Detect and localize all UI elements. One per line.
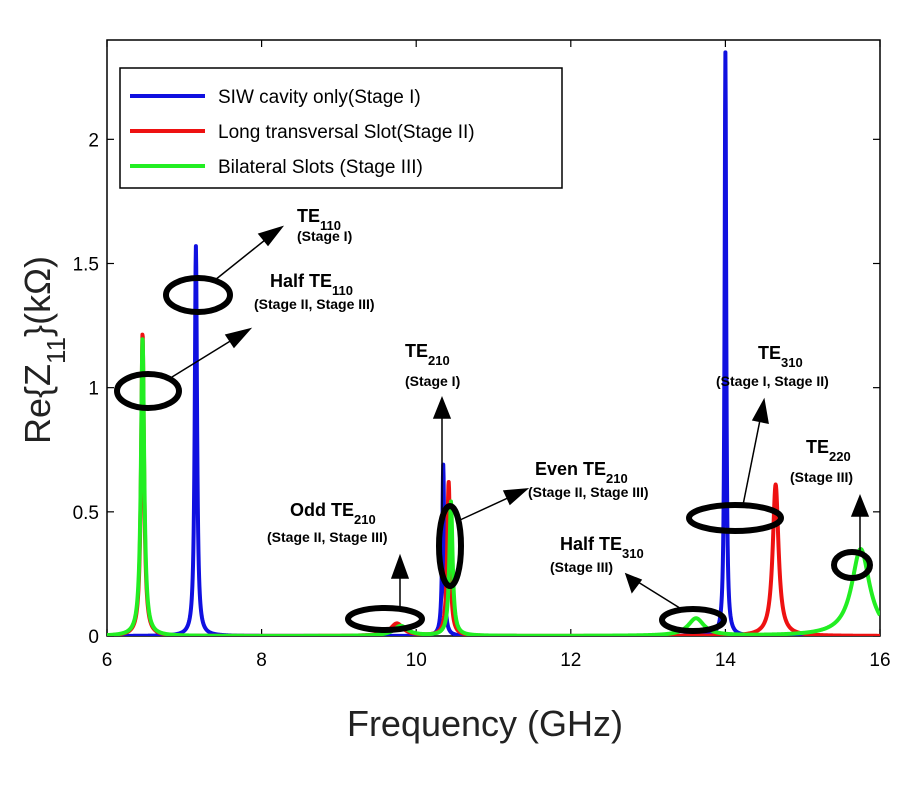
label-odd-te210-stage: (Stage II, Stage III) (267, 529, 388, 545)
ellipse-te310 (686, 502, 784, 534)
label-half-te110-stage: (Stage II, Stage III) (254, 296, 375, 312)
annotation-arrows (171, 225, 870, 611)
ellipse-odd-te210 (345, 605, 425, 633)
label-te210-stage: (Stage I) (405, 373, 460, 389)
x-tick-label: 6 (102, 650, 113, 671)
x-tick-label: 10 (406, 650, 427, 671)
arrow-te210 (432, 395, 452, 525)
label-te220: TE220 (806, 437, 851, 464)
label-half-te310-stage: (Stage III) (550, 559, 613, 575)
y-tick-label: 1.5 (73, 255, 99, 276)
x-tick-label: 8 (256, 650, 267, 671)
label-te310-stage: (Stage I, Stage II) (716, 373, 829, 389)
label-odd-te210: Odd TE210 (290, 500, 376, 527)
y-tick-label: 2 (88, 130, 99, 151)
label-te210: TE210 (405, 341, 450, 368)
arrow-even-te210 (459, 488, 530, 521)
y-axis-title: Re{Z11}(kΩ) (17, 256, 71, 444)
arrow-odd-te210 (390, 553, 410, 608)
x-tick-label: 16 (869, 650, 890, 671)
legend: SIW cavity only(Stage I) Long transversa… (119, 67, 563, 189)
y-tick-label: 0 (88, 627, 99, 648)
label-te310: TE310 (758, 343, 803, 370)
ellipse-half-te310 (659, 606, 727, 634)
legend-label-siw-cavity: SIW cavity only(Stage I) (218, 87, 421, 108)
ellipse-te220 (831, 549, 873, 581)
x-tick-labels: 6 8 10 12 14 16 (102, 650, 891, 671)
label-te110: TE110 (297, 206, 341, 233)
arrow-te310 (742, 397, 769, 506)
arrow-te220 (850, 493, 870, 552)
label-even-te210: Even TE210 (535, 459, 628, 486)
arrow-half-te310 (624, 572, 684, 611)
annotation-labels: TE110 (Stage I) Half TE110 (Stage II, St… (254, 206, 853, 575)
label-even-te210-stage: (Stage II, Stage III) (528, 484, 649, 500)
arrow-te110 (214, 225, 285, 281)
y-tick-labels: 0 0.5 1 1.5 2 (73, 130, 99, 648)
ellipse-even-te210 (436, 503, 464, 589)
x-tick-label: 12 (560, 650, 581, 671)
legend-label-long-slot: Long transversal Slot(Stage II) (218, 122, 475, 143)
label-half-te110: Half TE110 (270, 271, 353, 298)
label-te220-stage: (Stage III) (790, 469, 853, 485)
x-tick-label: 14 (715, 650, 737, 671)
ellipse-te110 (163, 275, 233, 315)
legend-label-bilateral-slots: Bilateral Slots (Stage III) (218, 157, 423, 178)
annotation-ellipses (114, 275, 873, 634)
series-line-bilateral-slots (107, 337, 880, 636)
y-tick-label: 1 (88, 379, 99, 400)
label-te110-stage: (Stage I) (297, 228, 352, 244)
ellipse-half-te110 (114, 371, 182, 411)
label-half-te310: Half TE310 (560, 534, 644, 561)
arrow-half-te110 (171, 327, 253, 378)
y-tick-label: 0.5 (73, 503, 99, 524)
x-axis-title: Frequency (GHz) (347, 703, 623, 744)
